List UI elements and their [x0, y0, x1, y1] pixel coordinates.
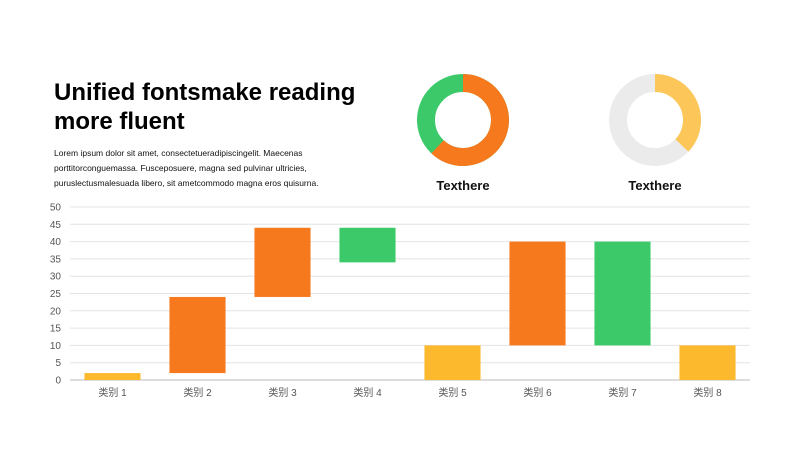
bar — [509, 241, 566, 346]
x-tick-label: 类别 5 — [438, 386, 467, 399]
donut-2-value-arc — [609, 74, 701, 166]
bar — [169, 296, 226, 374]
x-tick-label: 类别 8 — [693, 386, 722, 399]
y-tick-label: 15 — [50, 324, 62, 335]
bar — [254, 227, 311, 297]
y-tick-label: 20 — [50, 306, 62, 317]
donut-chart-2 — [607, 72, 703, 168]
x-tick-label: 类别 6 — [523, 386, 552, 399]
y-tick-label: 50 — [50, 203, 62, 214]
y-tick-label: 5 — [55, 358, 61, 369]
x-tick-label: 类别 3 — [268, 386, 297, 399]
donut-1-label: Texthere — [436, 178, 490, 193]
x-tick-label: 类别 1 — [98, 386, 127, 399]
floating-bar-chart: 0 5 10 15 20 25 30 35 40 45 50 类别 1 类别 2 类别 3 类别 4 类别 5… — [50, 203, 750, 399]
donut-2-label: Texthere — [628, 178, 682, 193]
slide-body-text: Lorem ipsum dolor sit amet, consectetuer… — [54, 148, 319, 188]
x-tick-label: 类别 2 — [183, 386, 212, 399]
y-tick-label: 0 — [55, 376, 61, 387]
y-tick-label: 30 — [50, 272, 62, 283]
bar — [424, 345, 481, 380]
x-tick-label: 类别 4 — [353, 386, 382, 399]
slide-title: Unified fontsmake reading more fluent — [54, 79, 356, 135]
y-tick-label: 35 — [50, 254, 62, 265]
donut-chart-1 — [415, 72, 511, 168]
y-tick-label: 45 — [50, 220, 62, 231]
bar — [679, 345, 736, 380]
x-tick-label: 类别 7 — [608, 386, 637, 399]
y-tick-label: 40 — [50, 237, 62, 248]
y-tick-label: 25 — [50, 289, 62, 300]
y-tick-label: 10 — [50, 341, 62, 352]
bar — [339, 227, 396, 263]
bar — [594, 241, 651, 346]
donut-1-value-arc — [417, 74, 509, 166]
bar — [84, 373, 141, 380]
